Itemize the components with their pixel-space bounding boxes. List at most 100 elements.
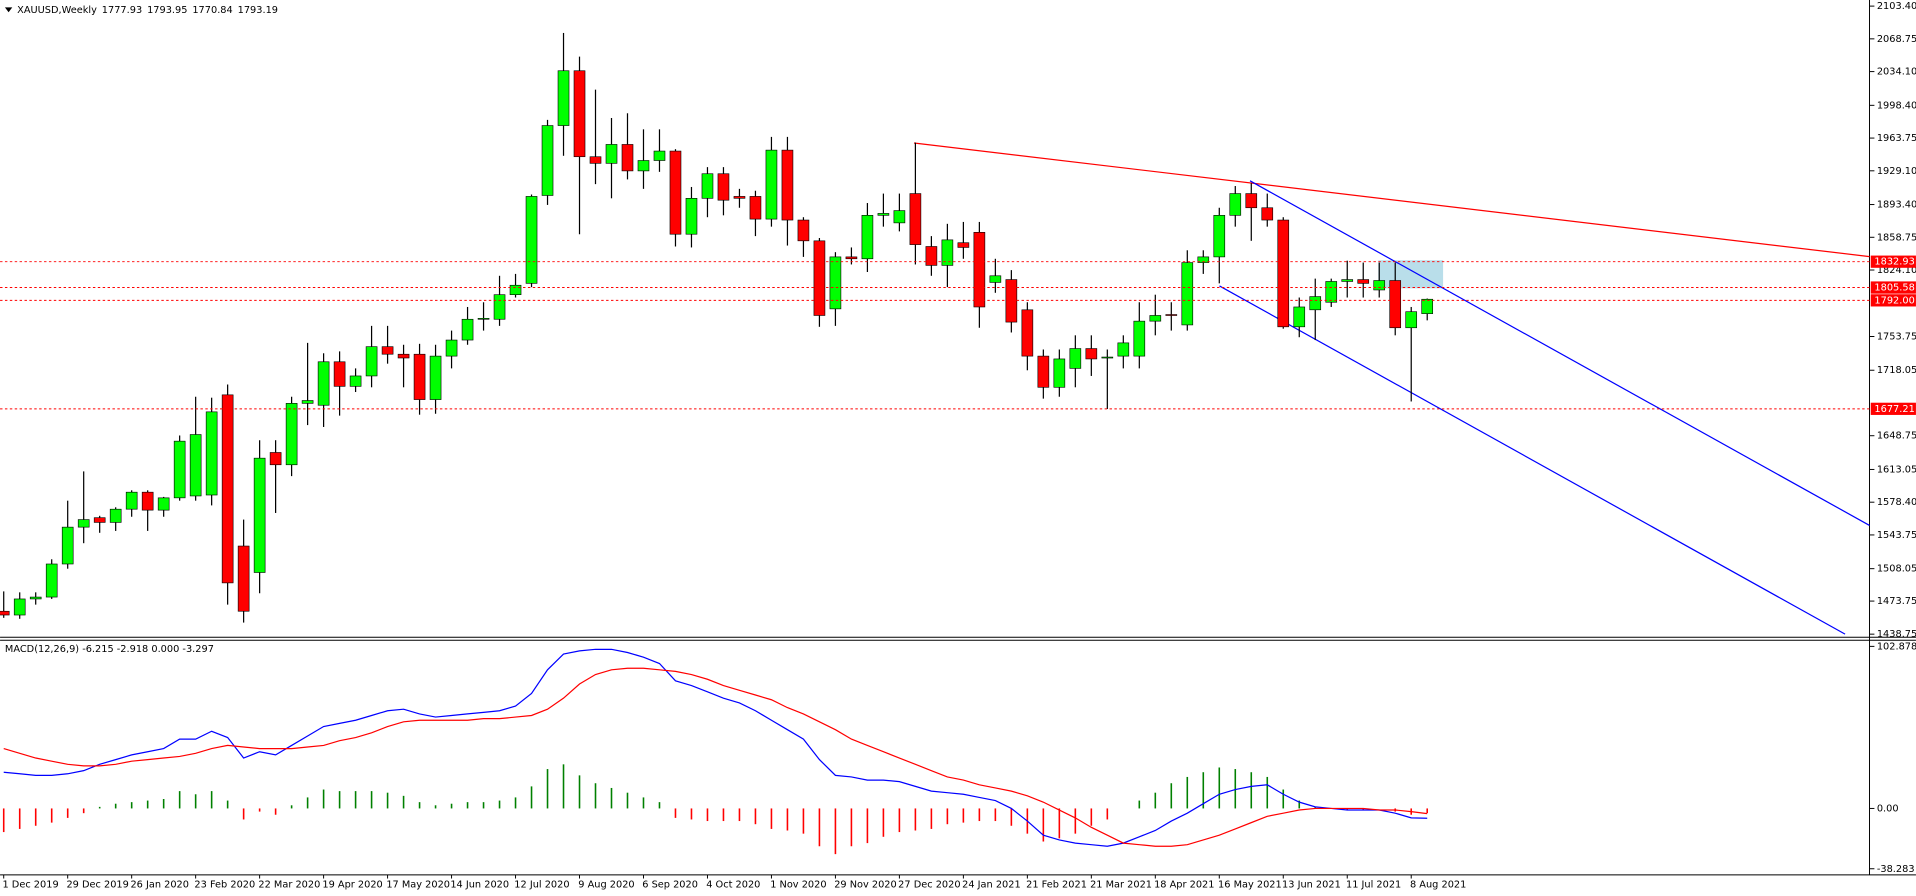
candle-body — [1021, 309, 1034, 357]
candle-body — [893, 210, 906, 224]
candle-body — [941, 239, 954, 266]
candle-body — [61, 526, 74, 565]
candle-body — [1181, 262, 1194, 326]
y-tick-label: 1858.75 — [1877, 232, 1916, 243]
candle-body — [797, 219, 810, 242]
x-tick-label: 29 Dec 2019 — [66, 880, 128, 891]
candle-body — [1341, 279, 1354, 282]
candle-body — [205, 411, 218, 496]
x-tick-label: 23 Feb 2020 — [194, 880, 255, 891]
candle-body — [749, 196, 762, 220]
candle-body — [1117, 342, 1130, 357]
menu-arrow[interactable] — [4, 7, 13, 13]
x-tick-label: 14 Jun 2020 — [450, 880, 509, 891]
y-tick-label: 2103.40 — [1877, 1, 1916, 12]
x-tick-label: 12 Jul 2020 — [514, 880, 569, 891]
candle-body — [365, 346, 378, 377]
candle-body — [733, 196, 746, 199]
candle-body — [621, 144, 634, 172]
y-tick-label: 1578.40 — [1877, 497, 1916, 508]
candle-body — [877, 213, 890, 216]
x-tick-label: 29 Nov 2020 — [834, 880, 897, 891]
macd-line — [3, 667, 1428, 847]
candle-body — [1197, 256, 1210, 263]
candle-body — [1069, 348, 1082, 369]
trendline — [913, 142, 1870, 258]
chart-title: XAUUSD,Weekly — [17, 5, 97, 16]
x-tick-label: 27 Dec 2020 — [898, 880, 960, 891]
x-tick-label: 4 Oct 2020 — [706, 880, 760, 891]
candle-body — [765, 149, 778, 220]
candle-body — [509, 284, 522, 295]
channel-lower — [1219, 285, 1846, 635]
candle-body — [157, 497, 170, 511]
candle-body — [285, 403, 298, 466]
y-tick-label: 1613.05 — [1877, 464, 1916, 475]
candle-body — [0, 610, 10, 616]
candle-body — [301, 400, 314, 404]
y-tick-label: 1893.40 — [1877, 200, 1916, 211]
candle-body — [1389, 280, 1402, 329]
candle-body — [685, 198, 698, 235]
y-tick-label: 1963.75 — [1877, 133, 1916, 144]
candle-body — [1229, 193, 1242, 216]
x-tick-label: 17 May 2020 — [386, 880, 450, 891]
candle-body — [1245, 193, 1258, 209]
candle-body — [557, 70, 570, 126]
candle-body — [573, 70, 586, 158]
y-tick-label: 1824.10 — [1877, 265, 1916, 276]
candle-body — [1133, 320, 1146, 357]
candle-body — [605, 144, 618, 164]
candle-body — [1085, 348, 1098, 360]
candle-body — [1325, 281, 1338, 303]
candle-body — [1037, 355, 1050, 388]
y-tick-label: 2068.75 — [1877, 34, 1916, 45]
candle-body — [861, 215, 874, 260]
candle-body — [333, 361, 346, 387]
candle-body — [237, 545, 250, 612]
candle-body — [701, 173, 714, 199]
level-label-box — [1870, 255, 1916, 268]
candle-body — [973, 232, 986, 308]
candle-body — [957, 242, 970, 248]
x-tick-label: 24 Jan 2021 — [962, 880, 1021, 891]
candle-body — [989, 275, 1002, 283]
candle-body — [13, 598, 26, 616]
level-label-box — [1870, 402, 1916, 415]
candle-body — [189, 434, 202, 497]
x-tick-label: 21 Mar 2021 — [1090, 880, 1152, 891]
header-low: 1770.84 — [192, 5, 232, 16]
level-label: 1677.21 — [1874, 404, 1914, 415]
candle-body — [413, 353, 426, 400]
y-tick-label: 1998.40 — [1877, 100, 1916, 111]
header-high: 1793.95 — [147, 5, 187, 16]
candle-body — [109, 508, 122, 523]
candle-body — [477, 318, 490, 320]
candle-body — [125, 491, 138, 510]
candle-body — [397, 353, 410, 359]
candle-body — [1373, 280, 1386, 291]
x-tick-label: 1 Dec 2019 — [2, 880, 58, 891]
candle-body — [525, 196, 538, 284]
candle-body — [589, 156, 602, 164]
y-tick-label: 1648.75 — [1877, 431, 1916, 442]
y-tick-label: 1543.75 — [1877, 530, 1916, 541]
candle-body — [1405, 311, 1418, 329]
x-tick-label: 11 Jul 2021 — [1346, 880, 1401, 891]
candle-body — [493, 294, 506, 320]
candle-body — [1101, 356, 1114, 359]
candle-body — [461, 318, 474, 341]
candle-body — [1149, 315, 1162, 322]
x-tick-label: 18 Apr 2021 — [1154, 880, 1214, 891]
x-tick-label: 1 Nov 2020 — [770, 880, 826, 891]
candle-body — [813, 240, 826, 316]
level-label: 1792.00 — [1874, 295, 1914, 306]
candle-body — [429, 355, 442, 400]
candle-body — [1421, 298, 1434, 314]
candle-body — [173, 440, 186, 499]
candle-body — [93, 517, 106, 523]
highlight-zone — [1378, 260, 1444, 289]
header-close: 1793.19 — [238, 5, 278, 16]
candle-body — [1165, 314, 1178, 316]
